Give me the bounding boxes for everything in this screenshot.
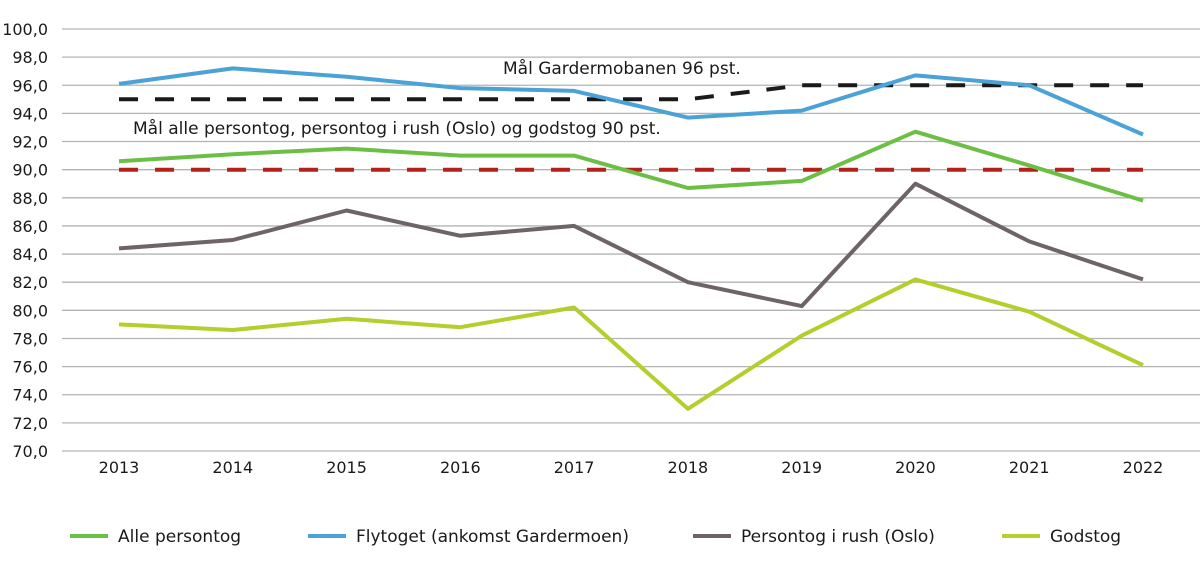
y-tick-label: 94,0: [12, 104, 48, 123]
x-tick-label: 2019: [781, 458, 822, 477]
annotation-persontog-target: Mål alle persontog, persontog i rush (Os…: [133, 118, 661, 139]
x-tick-label: 2017: [554, 458, 595, 477]
y-tick-label: 90,0: [12, 161, 48, 180]
x-tick-label: 2013: [99, 458, 140, 477]
legend-label: Flytoget (ankomst Gardermoen): [356, 527, 629, 547]
y-tick-label: 92,0: [12, 133, 48, 152]
y-tick-label: 84,0: [12, 245, 48, 264]
legend-label: Persontog i rush (Oslo): [741, 527, 935, 547]
x-tick-label: 2015: [326, 458, 367, 477]
y-tick-label: 74,0: [12, 386, 48, 405]
x-tick-label: 2022: [1123, 458, 1164, 477]
y-tick-label: 78,0: [12, 329, 48, 348]
x-tick-label: 2016: [440, 458, 481, 477]
x-tick-label: 2020: [895, 458, 936, 477]
y-tick-label: 98,0: [12, 48, 48, 67]
annotation-gardermobanen-target: Mål Gardermobanen 96 pst.: [503, 58, 741, 79]
y-tick-label: 96,0: [12, 76, 48, 95]
y-tick-label: 80,0: [12, 301, 48, 320]
x-tick-label: 2014: [212, 458, 253, 477]
legend-label: Alle persontog: [118, 527, 241, 547]
y-tick-label: 76,0: [12, 358, 48, 377]
target-line: [119, 85, 1143, 99]
x-tick-label: 2018: [668, 458, 709, 477]
x-axis-tick-labels: 2013 2014 2015 2016 2017 2018 2019 2020 2021 2022: [99, 458, 1164, 477]
y-tick-label: 100,0: [2, 20, 48, 39]
y-tick-label: 82,0: [12, 273, 48, 292]
series-line: [119, 184, 1143, 306]
y-tick-label: 72,0: [12, 414, 48, 433]
legend: Alle persontog Flytoget (ankomst Gardermo…: [70, 527, 1121, 547]
y-tick-label: 86,0: [12, 217, 48, 236]
legend-label: Godstog: [1050, 527, 1121, 547]
y-axis-tick-labels: 70,0 72,0 74,0 76,0 78,0 80,0 82,0 84,0 86,0 88,0…: [2, 20, 48, 461]
x-tick-label: 2021: [1009, 458, 1050, 477]
y-tick-label: 70,0: [12, 442, 48, 461]
y-tick-label: 88,0: [12, 189, 48, 208]
series-line: [119, 279, 1143, 408]
